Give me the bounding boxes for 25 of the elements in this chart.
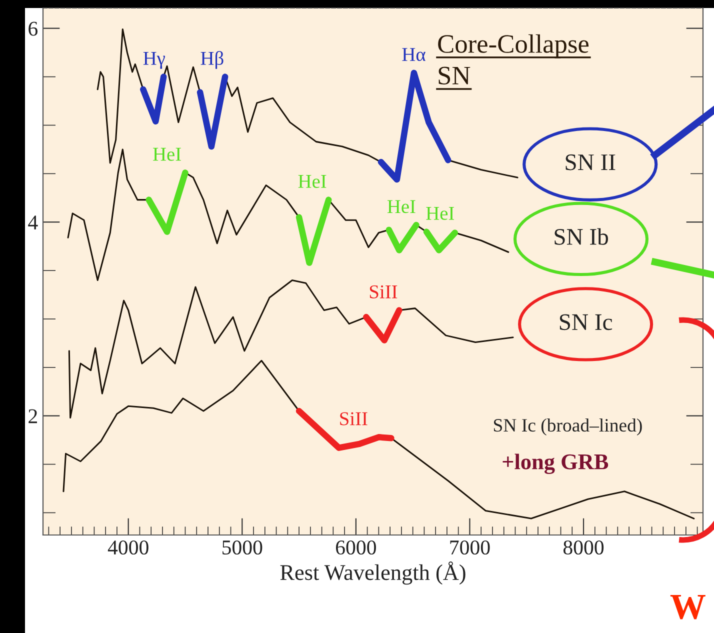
- series-label: SiII: [370, 285, 398, 298]
- x-tick-label: 6000: [336, 540, 376, 555]
- x-axis-title: Rest Wavelength (Å): [280, 562, 466, 585]
- y-tick-label: 6: [28, 22, 38, 36]
- series-label: SiII: [340, 412, 368, 426]
- x-tick-label: 8000: [563, 540, 604, 555]
- series-label: SN Ib: [554, 228, 608, 245]
- y-tick-label: 2: [28, 409, 37, 424]
- series-label: HeI: [153, 148, 181, 161]
- series-label: Hβ: [200, 51, 224, 69]
- annotation: SN Ic (broad–lined): [494, 418, 642, 436]
- x-tick-label: 4000: [108, 540, 148, 555]
- series-label: Hα: [402, 48, 426, 62]
- series-label: HeI: [426, 207, 454, 220]
- series-label: Hγ: [143, 52, 166, 69]
- text: W: [670, 595, 706, 620]
- series-label: HeI: [387, 200, 416, 214]
- text: SN II: [566, 154, 616, 170]
- text: Core-Collapse SN: [438, 34, 589, 85]
- x-tick-label: 5000: [222, 540, 262, 555]
- annotation: +long GRB: [502, 454, 608, 474]
- x-tick-label: 7000: [450, 540, 490, 555]
- text: SN Ic: [560, 314, 612, 330]
- y-tick-label: 4: [28, 216, 38, 230]
- series-label: HeI: [298, 175, 326, 188]
